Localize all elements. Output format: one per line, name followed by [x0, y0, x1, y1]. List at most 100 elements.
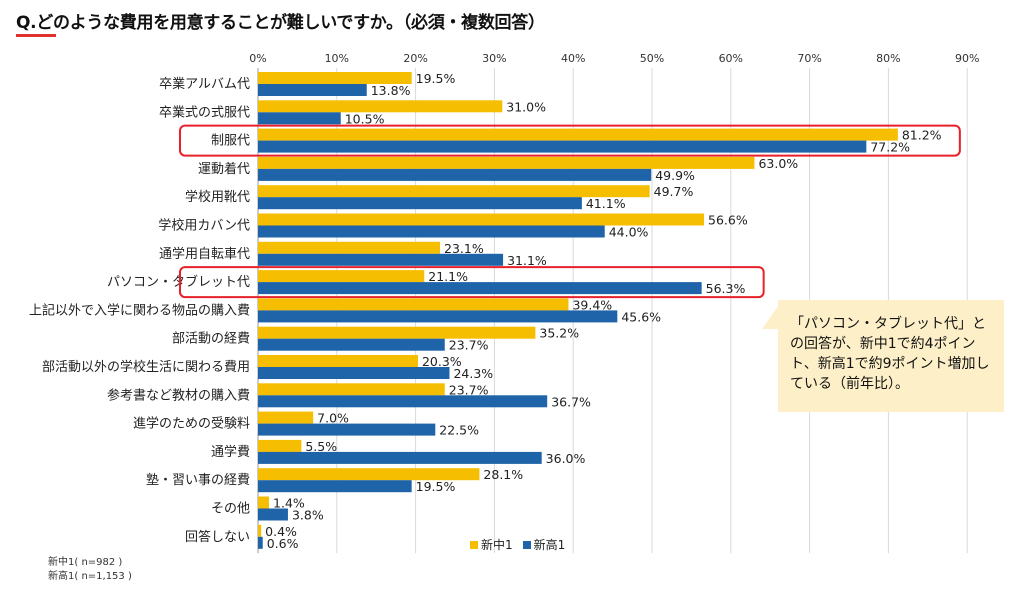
x-tick-label: 70%	[797, 52, 821, 65]
bar-series2	[258, 225, 605, 238]
bar-series1	[258, 100, 503, 113]
sample-size-note-1: 新中1( n=982 )	[48, 557, 123, 568]
category-label: 学校用カバン代	[158, 218, 250, 234]
category-label: 通学費	[211, 444, 250, 460]
data-label: 31.1%	[507, 253, 547, 268]
bar-series2	[258, 395, 548, 408]
legend-swatch-series1	[470, 540, 478, 549]
x-tick-label: 10%	[325, 52, 349, 65]
category-label: 進学のための受験料	[133, 416, 250, 432]
data-label: 81.2%	[902, 128, 942, 143]
legend-item-series2: 新高1	[522, 536, 566, 553]
x-tick-label: 20%	[403, 52, 427, 65]
bar-series2	[258, 480, 412, 493]
data-label: 24.3%	[453, 366, 493, 381]
category-label: 部活動の経費	[172, 332, 250, 347]
bar-series1	[258, 213, 705, 226]
category-label: その他	[211, 502, 250, 517]
data-label: 1.4%	[273, 496, 305, 511]
bar-series2	[258, 508, 288, 521]
highlight-box	[179, 266, 765, 299]
category-label: 塾・習い事の経費	[146, 472, 250, 488]
bar-series2	[258, 140, 867, 153]
bar-series1	[258, 128, 898, 141]
data-label: 23.1%	[444, 241, 484, 256]
data-label: 19.5%	[416, 479, 456, 494]
legend-item-series1: 新中1	[470, 536, 513, 553]
bar-series2	[258, 168, 652, 181]
legend-label-series1: 新中1	[481, 538, 513, 552]
data-label: 0.4%	[265, 524, 297, 539]
bar-series1	[258, 496, 270, 509]
data-label: 49.7%	[654, 184, 694, 199]
bar-series2	[258, 536, 263, 549]
data-label: 77.2%	[870, 140, 910, 155]
x-tick-label: 50%	[640, 52, 664, 65]
data-label: 23.7%	[449, 338, 489, 353]
data-label: 36.7%	[551, 394, 591, 409]
data-label: 44.0%	[609, 225, 649, 240]
bar-series2	[258, 112, 341, 125]
data-label: 7.0%	[317, 411, 349, 426]
bar-series2	[258, 282, 702, 295]
category-label: 学校用靴代	[185, 189, 250, 205]
category-label: 通学用自転車代	[159, 246, 250, 262]
data-label: 3.8%	[292, 508, 324, 523]
x-tick-label: 30%	[482, 52, 506, 65]
chart-title: Q.どのような費用を用意することが難しいですか。（必須・複数回答）	[16, 13, 545, 33]
bar-series1	[258, 411, 314, 424]
callout-tail	[762, 305, 779, 329]
bar-series1	[258, 241, 441, 254]
data-label: 22.5%	[439, 423, 479, 438]
data-label: 28.1%	[483, 467, 523, 482]
data-label: 39.4%	[572, 297, 612, 312]
data-label: 31.0%	[506, 99, 546, 114]
data-label: 49.9%	[655, 168, 695, 183]
bar-series2	[258, 84, 367, 96]
data-label: 20.3%	[422, 354, 462, 369]
x-tick-label: 90%	[955, 52, 979, 65]
category-label: パソコン・タブレット代	[107, 274, 250, 290]
bar-series1	[258, 524, 262, 537]
legend: 新中1 新高1	[470, 536, 565, 553]
category-label: 制服代	[211, 134, 250, 149]
x-tick-label: 80%	[876, 52, 900, 65]
category-label: 参考書など教材の購入費	[107, 387, 250, 403]
data-label: 56.3%	[706, 281, 746, 296]
data-label: 5.5%	[305, 439, 337, 454]
category-label: 回答しない	[185, 529, 250, 545]
category-label: 上記以外で入学に関わる物品の購入費	[29, 302, 250, 318]
bar-series2	[258, 423, 436, 436]
bar-series1	[258, 270, 425, 283]
x-tick-label: 40%	[561, 52, 585, 65]
data-label: 56.6%	[708, 213, 748, 228]
bar-series2	[258, 197, 582, 210]
bar-series1	[258, 439, 302, 452]
bar-series1	[258, 185, 650, 198]
bar-series2	[258, 338, 445, 351]
data-label: 36.0%	[546, 451, 586, 466]
bar-series1	[258, 468, 480, 481]
data-label: 63.0%	[758, 156, 798, 171]
data-label: 13.8%	[371, 83, 411, 98]
category-label: 卒業アルバム代	[159, 76, 250, 92]
bar-series2	[258, 367, 450, 379]
bar-series1	[258, 383, 445, 396]
bar-series2	[258, 310, 618, 323]
sample-size-note-2: 新高1( n=1,153 )	[48, 571, 132, 582]
data-label: 10.5%	[345, 111, 385, 126]
bar-series1	[258, 156, 755, 169]
bar-series1	[258, 326, 536, 339]
data-label: 19.5%	[416, 71, 456, 86]
bar-series2	[258, 253, 504, 266]
legend-label-series2: 新高1	[533, 538, 566, 552]
data-label: 21.1%	[428, 269, 468, 284]
bar-series1	[258, 355, 418, 367]
data-label: 41.1%	[586, 196, 626, 211]
callout-box: 「パソコン・タブレット代」との回答が、新中1で約4ポイント、新高1で約9ポイント…	[778, 300, 1004, 412]
data-label: 35.2%	[539, 326, 579, 341]
highlight-box	[179, 124, 961, 157]
category-label: 部活動以外の学校生活に関わる費用	[42, 359, 250, 375]
category-label: 卒業式の式服代	[159, 104, 250, 120]
